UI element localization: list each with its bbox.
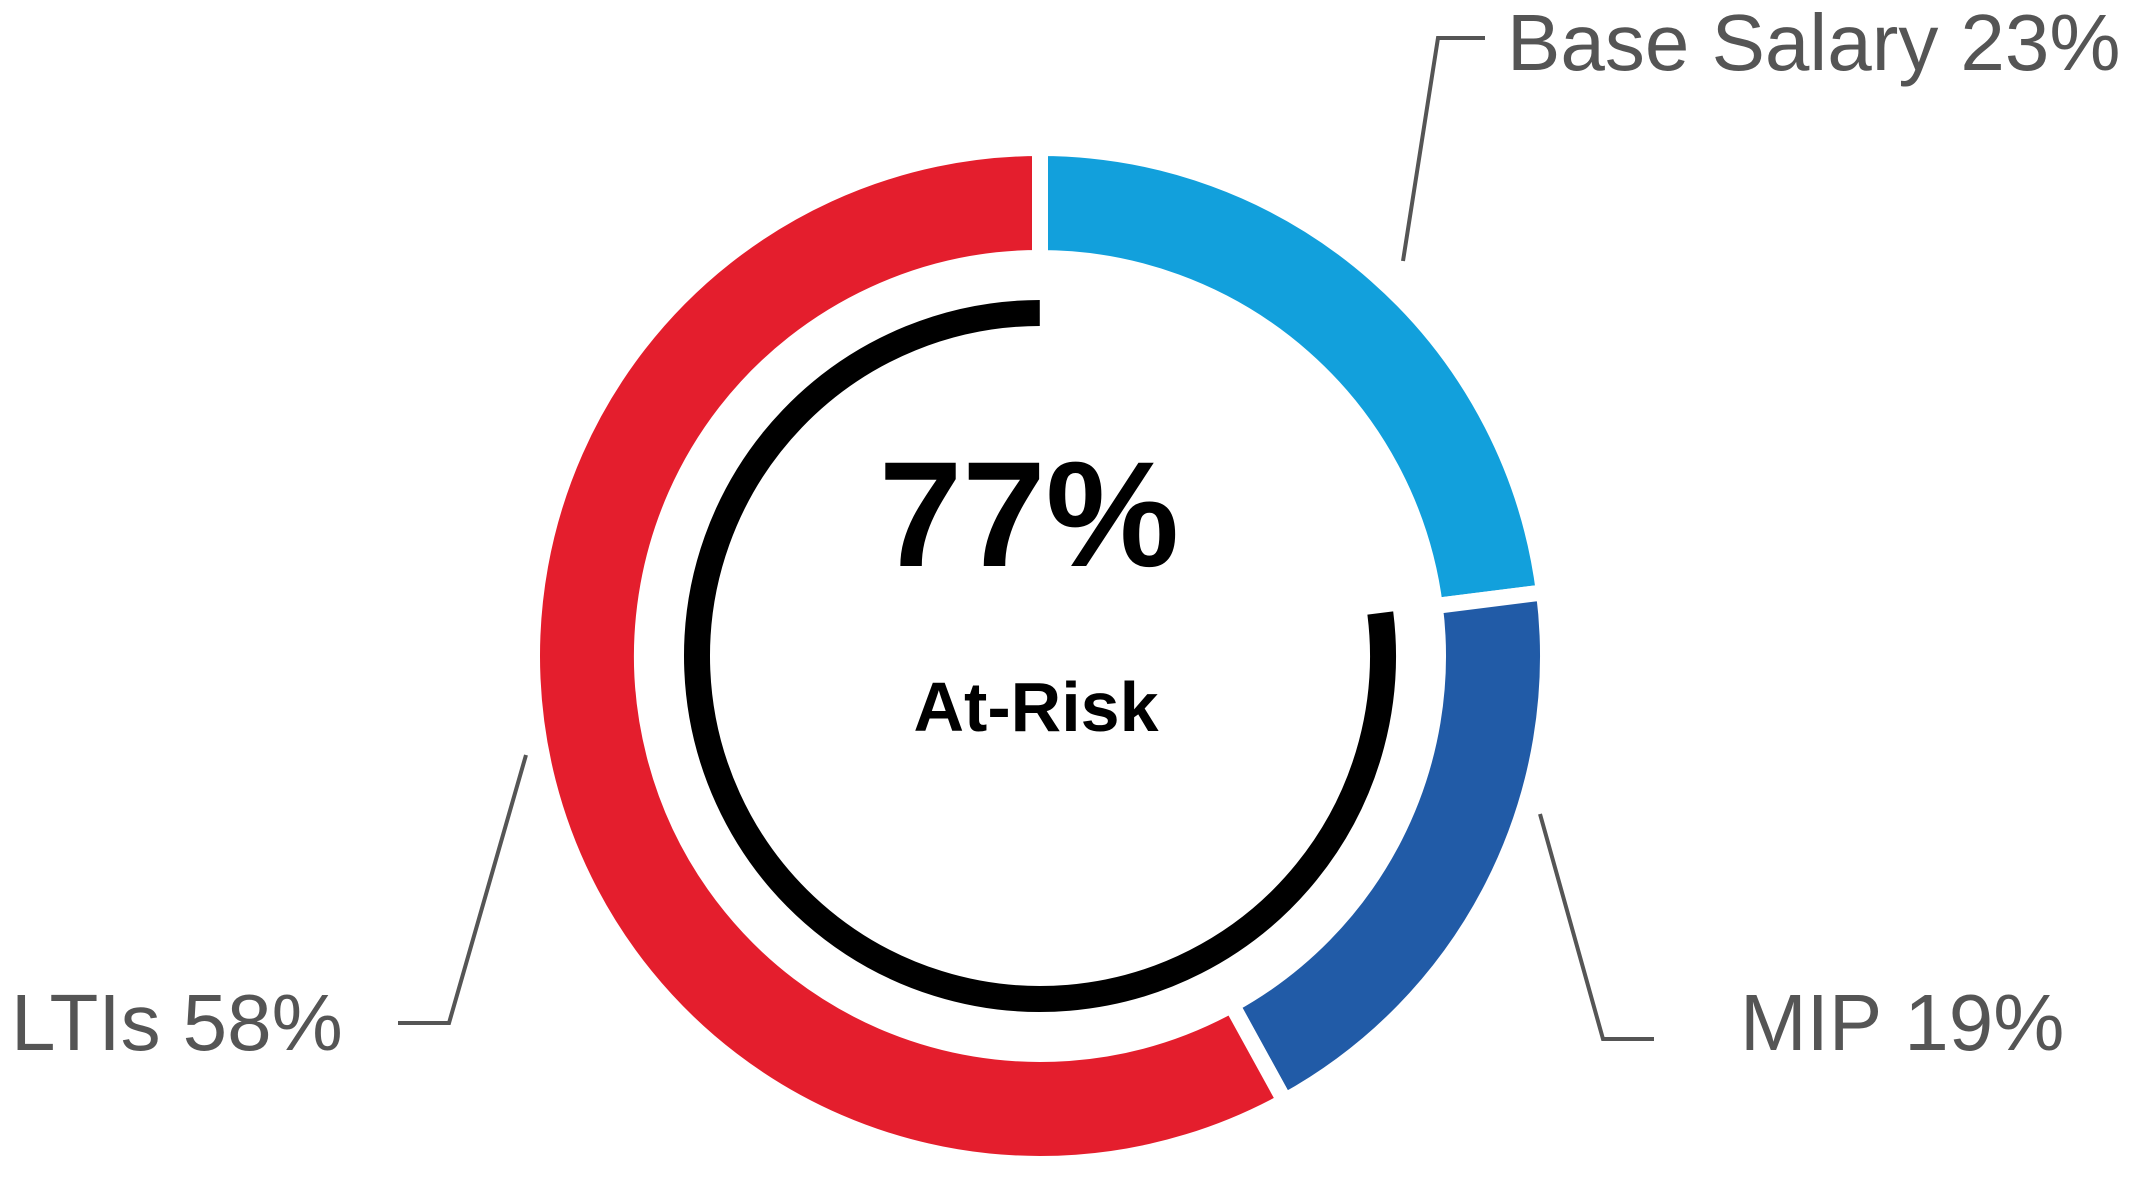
segment-label: MIP 19%	[1740, 978, 2064, 1067]
donut-segment	[524, 139, 1296, 1172]
leader-line	[1538, 813, 1654, 1041]
leader-line	[398, 754, 528, 1025]
label-value: 58%	[183, 978, 343, 1067]
center-caption: At-Risk	[913, 668, 1158, 746]
label-category: Base Salary	[1507, 0, 1938, 87]
leader-line	[1401, 36, 1485, 262]
donut-segment	[1032, 139, 1553, 616]
segment-label: Base Salary 23%	[1507, 0, 2120, 87]
center-value: 77%	[879, 430, 1179, 598]
label-category: MIP	[1740, 978, 1882, 1067]
segment-label: LTIs 58%	[11, 978, 343, 1067]
label-value: 23%	[1960, 0, 2120, 87]
label-value: 19%	[1904, 978, 2064, 1067]
label-category: LTIs	[11, 978, 161, 1067]
at-risk-arc	[684, 300, 1396, 1012]
